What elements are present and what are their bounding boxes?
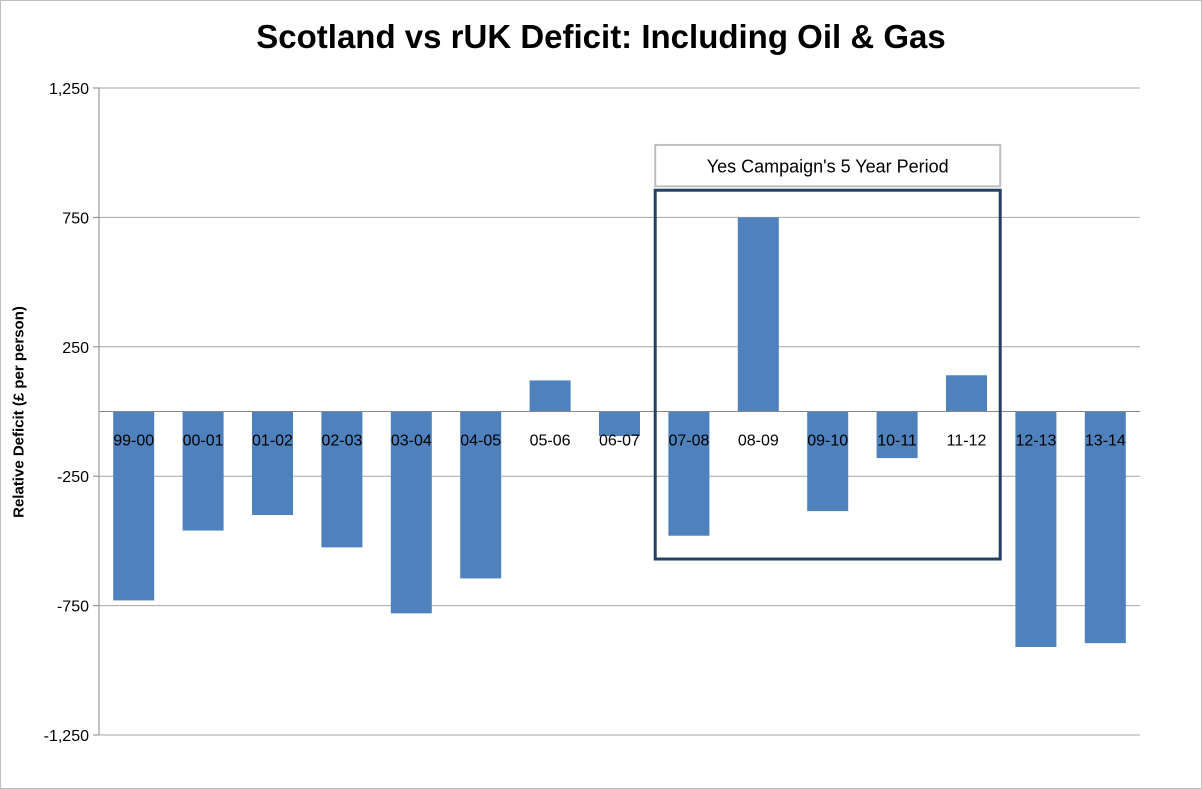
y-tick-label: 250 [62,340,89,357]
bar [737,217,779,412]
bar [113,411,155,601]
x-tick-label: 06-07 [599,433,640,450]
bar [807,411,849,512]
highlight-box [653,188,1002,561]
bar [946,375,987,412]
bar [529,380,571,412]
x-tick-label: 09-10 [807,433,848,450]
annotation-label: Yes Campaign's 5 Year Period [707,157,949,177]
x-tick-label: 01-02 [252,433,293,450]
bar [390,411,432,614]
annotation-label-box [654,143,1002,188]
gridlines [93,87,1140,736]
y-tick-label: 750 [62,210,89,227]
bar [321,411,363,548]
y-tick-labels: -1,250 -750 -250 250 750 1,250 [44,81,89,745]
x-tick-label: 12-13 [1015,433,1056,450]
y-tick-label: -1,250 [44,728,89,745]
x-tick-label: 10-11 [877,433,917,450]
x-tick-label: 99-00 [113,433,154,450]
bars [99,217,1140,648]
y-tick-label: 1,250 [49,81,89,98]
x-tick-label: 03-04 [391,433,432,450]
x-tick-label: 05-06 [530,433,571,450]
bar [182,411,224,531]
x-tick-label: 08-09 [738,433,779,450]
bar [252,411,293,516]
y-tick-label: -750 [57,599,89,616]
x-tick-label: 02-03 [321,433,362,450]
bar [599,411,640,437]
bar [668,411,710,536]
y-tick-label: -250 [57,469,89,486]
bar [460,411,502,579]
x-tick-label: 11-12 [947,433,987,450]
x-tick-label: 00-01 [183,433,224,450]
chart-title: Scotland vs rUK Deficit: Including Oil &… [256,18,946,55]
bar [1015,411,1057,648]
bar [1084,411,1126,644]
x-tick-label: 13-14 [1085,433,1126,450]
x-tick-label: 07-08 [668,433,709,450]
x-tick-labels: 99-00 00-01 01-02 02-03 03-04 04-05 05-06 06-07… [113,433,1126,450]
annotation: Yes Campaign's 5 Year Period [653,143,1002,561]
x-tick-label: 04-05 [460,433,501,450]
bar [876,411,918,459]
